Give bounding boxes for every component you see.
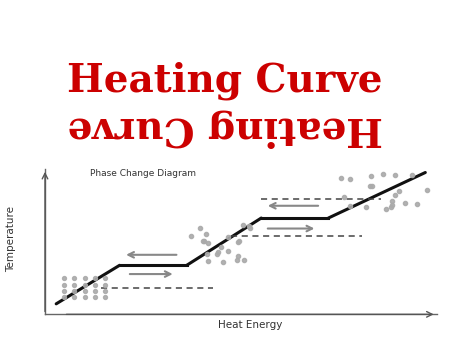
Point [240,257,248,263]
Point [60,294,67,299]
Point [234,239,242,244]
Point [239,222,246,227]
Point [71,294,78,299]
Point [60,282,67,287]
Point [205,240,212,246]
Point [203,251,211,257]
Point [200,238,207,244]
Point [408,172,415,177]
Point [91,294,99,299]
Point [382,206,390,212]
Text: Temperature: Temperature [6,206,17,272]
Point [81,276,88,281]
Point [362,205,369,210]
Point [217,244,224,250]
Point [102,288,109,293]
Point [60,288,67,293]
Point [187,234,194,239]
Point [392,192,399,198]
Point [234,253,241,258]
Point [91,288,99,293]
Point [202,231,209,237]
Point [196,225,203,231]
Point [91,276,99,281]
Point [81,288,88,293]
Point [91,282,99,287]
Point [388,198,395,203]
Point [401,200,409,206]
Point [369,184,376,189]
Point [81,282,88,287]
Point [205,259,212,264]
Point [224,248,231,254]
Point [392,173,399,178]
Text: Phase Change Diagram: Phase Change Diagram [90,169,196,178]
Point [220,259,227,264]
Point [346,176,353,182]
Point [224,235,231,240]
Point [200,239,207,244]
Point [102,294,109,299]
Point [215,249,222,255]
Point [213,251,220,257]
Point [395,188,402,193]
Point [71,288,78,293]
Text: Heat Energy: Heat Energy [218,320,282,330]
Point [236,238,243,244]
Point [60,276,67,281]
Point [387,204,394,210]
Point [389,202,396,208]
Point [423,187,431,193]
Point [368,174,375,179]
Point [246,224,253,229]
Point [71,276,78,281]
Point [379,171,387,176]
Point [414,201,421,207]
Point [233,258,240,263]
Point [338,175,345,180]
Point [81,294,88,299]
Text: Heating Curve: Heating Curve [67,109,383,148]
Point [366,183,373,188]
Text: Heating Curve: Heating Curve [67,62,383,100]
Point [102,282,109,287]
Point [102,276,109,281]
Point [71,282,78,287]
Point [246,226,253,231]
Point [341,194,348,199]
Point [346,203,354,208]
